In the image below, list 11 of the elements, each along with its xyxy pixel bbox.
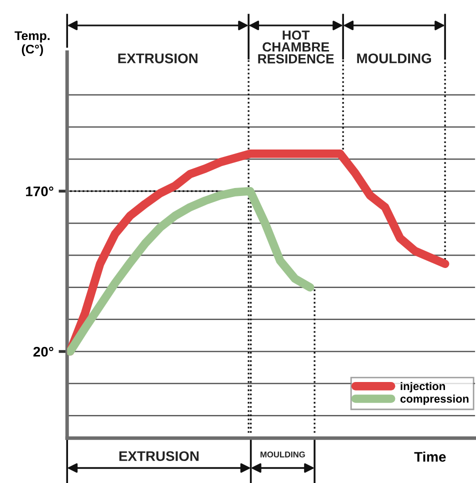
y-axis-title: Temp. (C°)	[14, 31, 50, 56]
legend-label: compression	[400, 394, 468, 405]
annotation: MOULDING	[357, 53, 432, 64]
y-tick-label: 170°	[26, 186, 54, 196]
text: MOULDING	[260, 452, 305, 458]
x-axis-title: Time	[414, 452, 446, 462]
text: EXTRUSION	[119, 451, 199, 462]
annotation: EXTRUSION	[118, 53, 198, 64]
y-tick-label: 20°	[33, 346, 54, 357]
annotation: HOT CHAMBRE RESIDENCE	[258, 30, 334, 64]
legend-label: injection	[400, 382, 445, 392]
